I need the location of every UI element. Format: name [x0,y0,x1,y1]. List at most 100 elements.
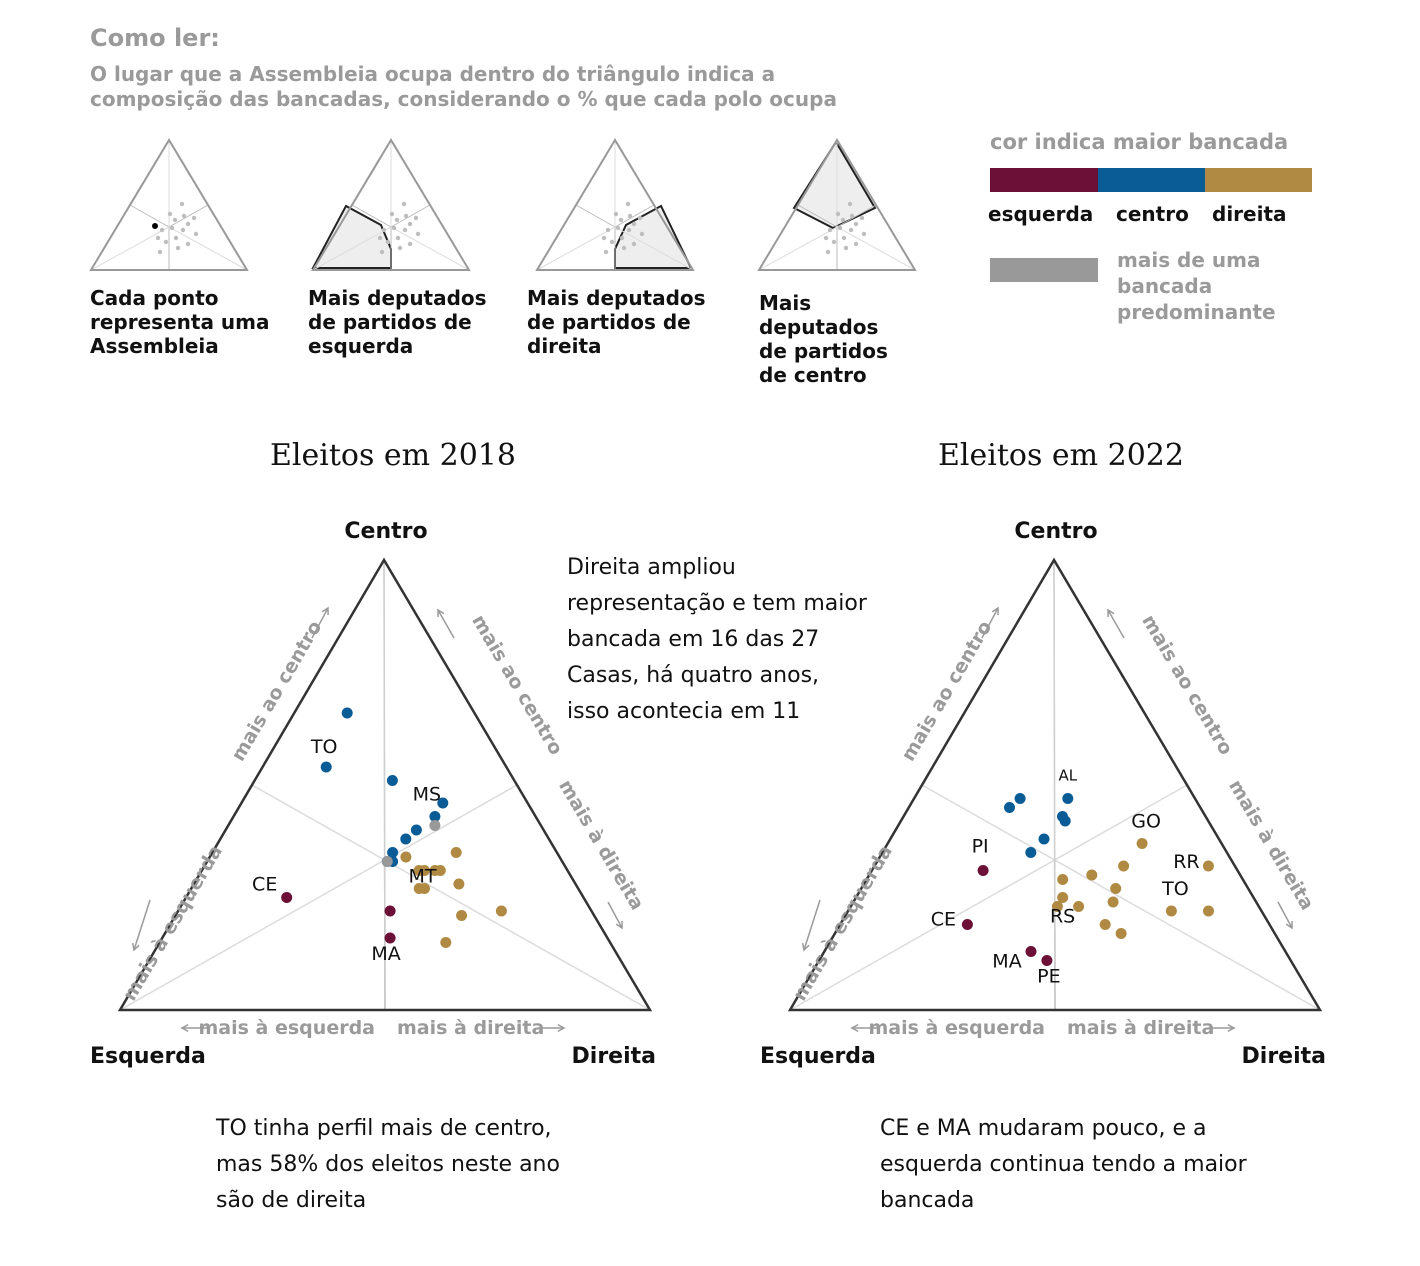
point-label-ce: CE [252,874,277,896]
grid-line [119,784,518,1011]
point-mt [419,883,430,894]
data-point [386,775,398,786]
caption-2018: TO tinha perfil mais de centro, mas 58% … [216,1116,560,1213]
data-point [341,707,353,719]
point-ms [429,811,441,822]
arrow-right-up [437,609,455,639]
mini-caption-points: Cada ponto representa uma Assembleia [90,286,270,358]
legend-swatch-esquerda [990,168,1098,192]
vertex-label-direita: Direita [1242,1044,1326,1069]
legend-label-mixed: mais de uma bancada predominante [1117,248,1276,324]
guide-right-direita: mais à direita [554,776,648,914]
point-ce [961,919,973,930]
point-ma [1025,946,1037,957]
mini-highlight-region [614,204,693,269]
mini-triangle-right [535,138,695,271]
arrow-right-up [1107,609,1125,639]
point-rs [1073,901,1085,912]
data-point [1038,833,1050,845]
legend-swatch-centro [1098,168,1205,192]
caption-2022: CE e MA mudaram pouco, e a esquerda cont… [880,1116,1247,1213]
data-point [434,865,446,876]
guide-bottom-right: mais à direita [397,1017,544,1039]
mini-highlight-region [311,204,392,269]
mini-highlight-dot [152,223,158,229]
data-point [384,905,396,917]
data-point [450,847,462,858]
point-label-go: GO [1131,811,1161,833]
guide-right-direita: mais à direita [1224,776,1318,914]
grid-line [921,784,1321,1011]
point-to [1165,905,1177,917]
data-point [1115,928,1127,939]
grid-line [1053,559,1056,1011]
vertex-label-direita: Direita [572,1044,656,1069]
mini-triangle-outline [89,138,249,271]
point-pi [977,865,989,876]
data-point [1014,793,1026,804]
point-pe [1041,955,1053,966]
point-label-pe: PE [1037,966,1060,988]
data-point [429,820,441,831]
point-label-rs: RS [1050,906,1075,928]
data-point [410,824,422,836]
legend-swatch-mixed [990,258,1098,282]
guide-right-centro: mais ao centro [1137,611,1237,759]
data-point [440,937,452,948]
how-to-description: O lugar que a Assembleia ocupa dentro do… [90,62,837,111]
data-point [1086,869,1098,881]
mini-highlight-region [792,140,877,230]
data-point [1107,896,1119,908]
grid-line [251,784,651,1011]
vertex-label-centro: Centro [344,519,427,544]
data-point [495,905,507,917]
point-ma [384,932,396,944]
grid-line [383,559,386,1011]
point-label-ma: MA [992,951,1021,973]
mini-triangle-outline [535,138,695,271]
point-to [320,761,332,773]
data-point [1057,892,1069,903]
point-label-to: TO [310,736,338,758]
data-point [400,851,412,863]
arrow-left-down [803,899,821,951]
data-point [1059,815,1071,827]
mini-triangle-top [757,138,917,271]
data-point [437,797,449,809]
chart-title-2018: Eleitos em 2018 [270,438,516,473]
data-point [1099,919,1111,930]
data-point [381,856,393,867]
data-point [1057,874,1069,885]
guide-right-centro: mais ao centro [467,611,567,759]
data-point [1118,860,1130,872]
data-point [1004,802,1015,813]
vertex-label-esquerda: Esquerda [90,1044,206,1069]
point-label-mt: MT [409,866,437,888]
ternary-chart-2018: Centro Esquerda Direita mais à esquerda mais… [90,519,656,1069]
arrow-left-up [981,607,999,639]
triangle-outline [787,557,1323,1012]
how-to-title: Como ler: [90,24,220,52]
data-point [1051,901,1063,912]
point-al [1062,793,1074,804]
guide-bottom-left: mais à esquerda [199,1017,376,1039]
data-point [387,847,399,858]
guide-bottom-left: mais à esquerda [869,1017,1046,1039]
data-point [1203,905,1214,917]
mini-triangle-left [311,138,471,271]
data-point [453,878,465,890]
point-rr [1202,860,1214,872]
data-point [1110,883,1122,894]
arrow-left-down [133,899,151,951]
mini-triangle-points [89,138,249,271]
mini-caption-left: Mais deputados de partidos de esquerda [308,286,487,358]
point-label-ms: MS [413,784,441,806]
vertex-label-centro: Centro [1014,519,1097,544]
chart-title-2022: Eleitos em 2022 [938,438,1184,473]
data-point [400,833,412,845]
legend-title: cor indica maior bancada [990,130,1289,154]
point-label-rr: RR [1173,851,1199,873]
mini-caption-top: Mais deputados de partidos de centro [759,291,888,387]
point-label-ma: MA [371,943,400,965]
data-point [456,910,468,921]
